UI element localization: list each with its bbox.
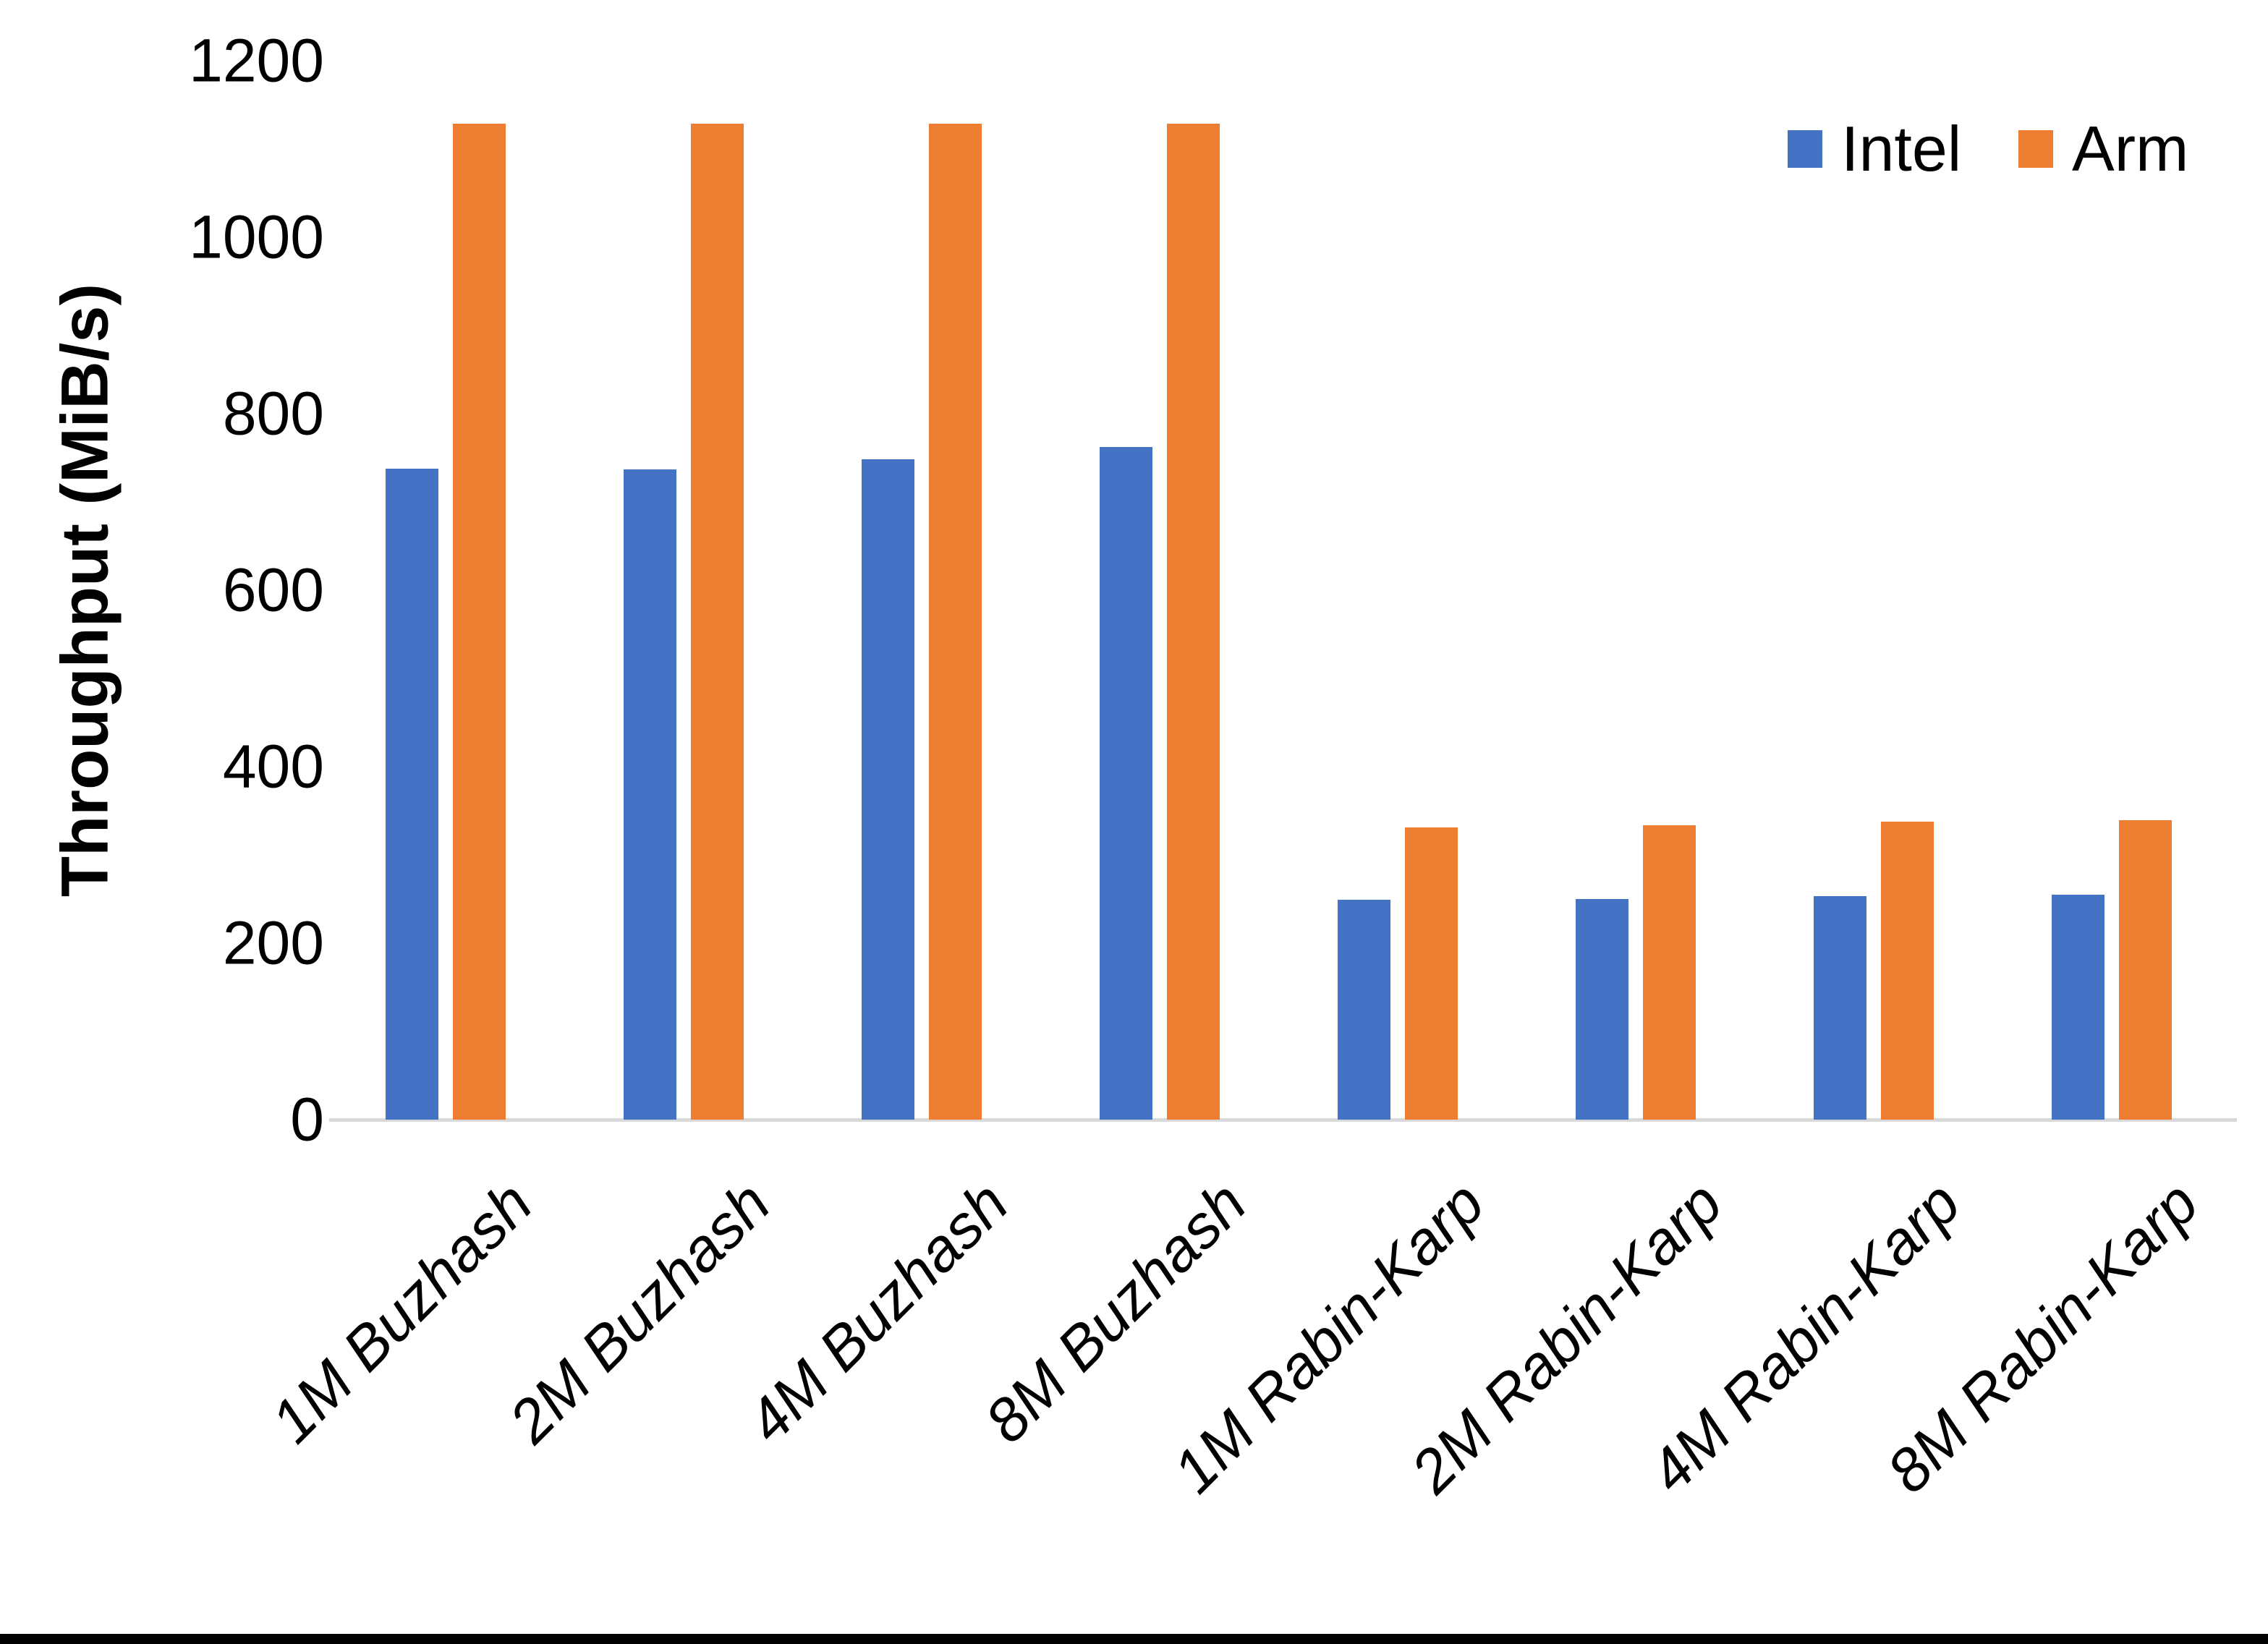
bar-intel-4m-buzhash: [862, 459, 914, 1120]
bottom-border: [0, 1634, 2268, 1644]
x-axis-line: [329, 1118, 2237, 1122]
bar-intel-1m-rabin-karp: [1338, 900, 1390, 1120]
bar-arm-1m-rabin-karp: [1405, 827, 1458, 1120]
bar-intel-1m-buzhash: [386, 469, 438, 1120]
y-tick-label: 400: [222, 732, 324, 801]
y-tick-label: 1000: [189, 203, 324, 271]
legend-label-arm: Arm: [2072, 113, 2189, 184]
bar-intel-2m-buzhash: [624, 469, 676, 1120]
y-tick-label: 0: [290, 1085, 324, 1154]
bar-arm-4m-rabin-karp: [1881, 822, 1934, 1120]
legend-item-arm: Arm: [2018, 113, 2189, 184]
bar-intel-8m-buzhash: [1100, 447, 1152, 1120]
bar-intel-2m-rabin-karp: [1576, 899, 1628, 1120]
legend-label-intel: Intel: [1841, 113, 1962, 184]
intel-series-swatch: [1788, 130, 1822, 168]
bar-arm-8m-buzhash: [1167, 124, 1220, 1120]
bar-arm-2m-buzhash: [691, 124, 744, 1120]
y-tick-label: 1200: [189, 26, 324, 95]
bar-intel-8m-rabin-karp: [2052, 895, 2105, 1120]
y-tick-label: 200: [222, 908, 324, 977]
bar-arm-1m-buzhash: [453, 124, 506, 1120]
y-tick-label: 600: [222, 555, 324, 624]
arm-series-swatch: [2018, 130, 2053, 168]
y-tick-label: 800: [222, 379, 324, 448]
bar-arm-8m-rabin-karp: [2119, 820, 2172, 1120]
bar-arm-2m-rabin-karp: [1643, 825, 1696, 1120]
bar-arm-4m-buzhash: [929, 124, 982, 1120]
legend-item-intel: Intel: [1788, 113, 1962, 184]
bar-intel-4m-rabin-karp: [1814, 896, 1866, 1120]
